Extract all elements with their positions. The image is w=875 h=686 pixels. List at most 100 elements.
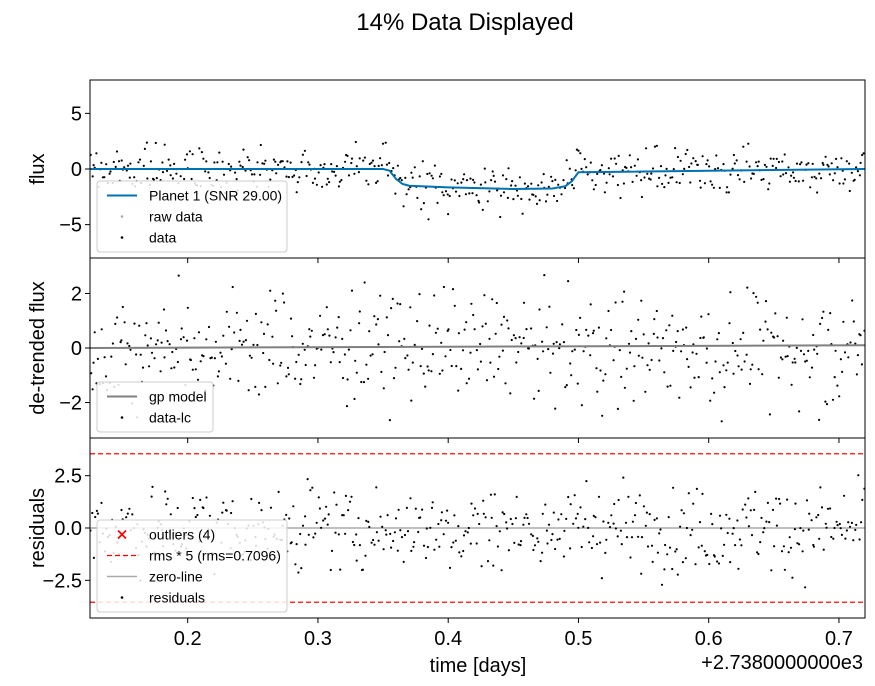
data-point: [460, 555, 463, 558]
data-point: [350, 289, 354, 292]
data-point: [350, 161, 353, 165]
data-point: [193, 337, 196, 340]
data-point: [286, 366, 290, 369]
data-point: [589, 354, 592, 357]
data-point: [351, 540, 354, 544]
data-point: [736, 354, 739, 357]
data-point: [788, 536, 791, 539]
data-point: [142, 164, 145, 167]
data-point: [557, 183, 560, 186]
y-tick-label: 0.0: [54, 518, 82, 540]
data-point: [252, 343, 255, 346]
data-point: [726, 531, 729, 535]
data-point: [304, 515, 307, 518]
data-point: [169, 164, 172, 167]
data-point: [188, 150, 191, 153]
data-point: [589, 161, 592, 164]
data-point: [139, 353, 142, 356]
data-point: [438, 175, 441, 178]
data-point: [692, 502, 695, 505]
data-point: [551, 352, 555, 355]
data-point: [173, 366, 176, 369]
data-point: [851, 299, 854, 302]
data-point: [743, 360, 746, 363]
data-point: [824, 522, 827, 525]
data-point: [607, 167, 610, 170]
data-point: [463, 328, 466, 331]
data-point: [691, 351, 694, 354]
data-point: [542, 350, 545, 353]
data-point: [328, 181, 331, 184]
data-point: [616, 407, 620, 410]
data-point: [709, 399, 712, 402]
data-point: [410, 171, 413, 174]
data-point: [114, 165, 117, 168]
data-point: [311, 181, 314, 184]
data-point: [289, 161, 292, 164]
data-point: [585, 166, 588, 169]
data-point: [532, 548, 535, 552]
data-point: [573, 494, 576, 497]
data-point: [830, 162, 833, 165]
data-point: [344, 532, 347, 535]
data-point: [476, 512, 479, 516]
data-point: [450, 364, 453, 368]
data-point: [133, 176, 136, 179]
data-point: [844, 537, 847, 540]
data-point: [353, 397, 356, 401]
data-point: [412, 545, 415, 548]
data-point: [299, 382, 302, 386]
data-point: [683, 167, 686, 170]
data-point: [711, 377, 714, 380]
data-point: [558, 347, 561, 350]
data-point: [228, 325, 231, 328]
data-point: [605, 337, 608, 340]
data-point: [755, 161, 758, 164]
data-point: [829, 312, 832, 315]
data-point: [516, 194, 520, 197]
data-point: [610, 328, 613, 332]
data-point: [449, 348, 452, 352]
data-point: [375, 181, 378, 184]
data-point: [544, 200, 548, 203]
data-point: [194, 515, 197, 519]
data-point: [441, 369, 444, 372]
data-point: [646, 172, 649, 175]
data-point: [750, 177, 753, 180]
data-point: [335, 503, 338, 506]
data-point: [640, 536, 644, 539]
data-point: [732, 372, 735, 375]
data-point: [706, 553, 709, 557]
data-point: [377, 539, 380, 542]
data-point: [648, 513, 651, 516]
data-point: [710, 512, 713, 516]
data-point: [784, 172, 788, 175]
data-point: [627, 342, 631, 345]
data-point: [717, 332, 721, 335]
data-point: [642, 505, 646, 508]
data-point: [687, 365, 690, 368]
y-tick-label: 0: [71, 338, 82, 360]
data-point: [832, 179, 835, 182]
data-point: [295, 543, 298, 546]
data-point: [376, 318, 379, 321]
data-point: [749, 509, 752, 512]
data-point: [591, 332, 595, 335]
data-point: [392, 377, 396, 380]
data-point: [481, 208, 484, 211]
data-point: [835, 157, 838, 160]
data-point: [307, 533, 310, 536]
data-point: [214, 340, 217, 343]
data-point: [490, 179, 493, 182]
data-point: [112, 160, 115, 164]
data-point: [341, 376, 345, 380]
data-point: [241, 165, 244, 169]
data-point: [649, 178, 652, 181]
data-point: [744, 503, 747, 506]
data-point: [364, 554, 367, 557]
data-point: [365, 519, 368, 523]
data-point: [573, 348, 576, 351]
data-point: [652, 332, 655, 335]
data-point: [380, 370, 383, 373]
